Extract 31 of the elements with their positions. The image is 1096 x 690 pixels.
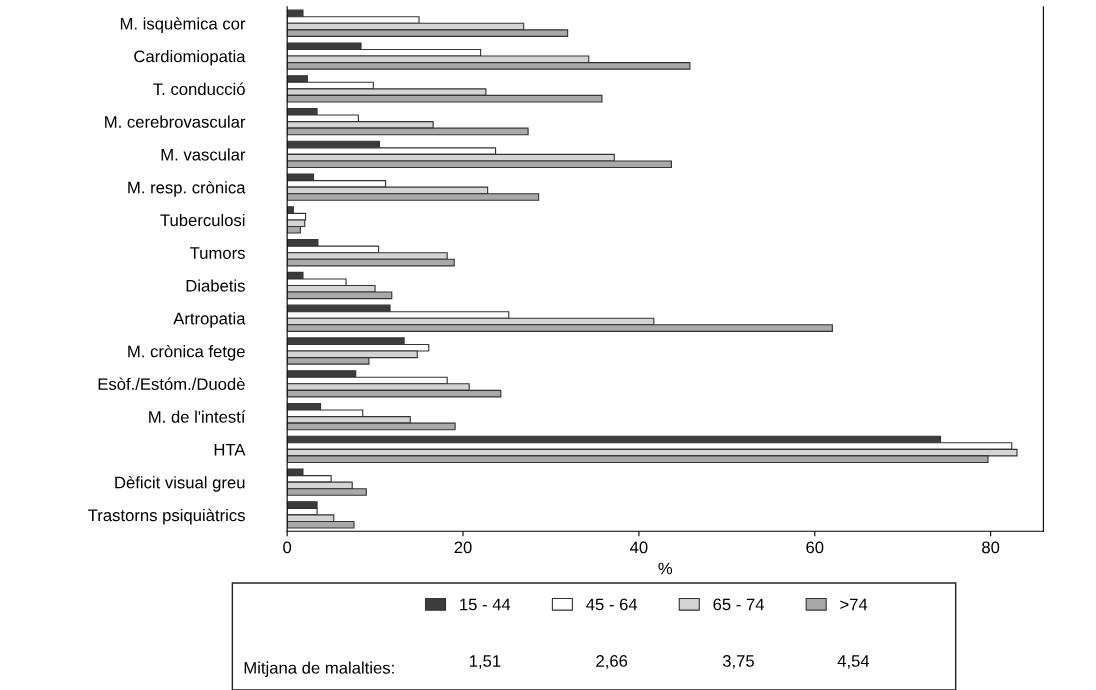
y-tick-label: M. isquèmica cor <box>120 17 246 33</box>
x-tick-label: 80 <box>982 541 1000 554</box>
legend-label: >74 <box>840 598 868 611</box>
text: 2,66 <box>596 655 628 669</box>
y-tick-label: T. conducció <box>153 82 245 96</box>
x-tick-label: 60 <box>806 541 824 554</box>
y-tick-label: Trastorns psiquiàtrics <box>88 508 245 525</box>
y-tick-label: M. cerebrovascular <box>105 115 246 128</box>
x-axis-title: % <box>658 562 673 575</box>
y-tick-label: Esòf./Estóm./Duodè <box>98 377 245 391</box>
y-tick-label: M. resp. crònica <box>128 181 246 197</box>
text: 3,75 <box>722 655 754 669</box>
y-tick-label: M. vascular <box>161 148 246 161</box>
text: 1,51 <box>469 655 501 669</box>
y-tick-label: Artropatia <box>173 312 246 328</box>
y-tick-label: M. de l'intestí <box>149 410 246 423</box>
y-tick-label: Dèficit visual greu <box>115 476 245 492</box>
y-tick-label: M. crònica fetge <box>128 344 245 361</box>
x-tick-label: 0 <box>283 541 292 554</box>
y-tick-label: HTA <box>214 443 246 456</box>
y-tick-label: Tuberculosi <box>160 213 245 227</box>
legend-label: 45 - 64 <box>586 598 638 611</box>
legend-label: 65 - 74 <box>713 598 765 611</box>
x-tick-label: 40 <box>630 541 648 554</box>
text: Mitjana de malalties: <box>244 661 394 678</box>
x-tick-label: 20 <box>454 541 472 554</box>
text: 4,54 <box>837 655 870 669</box>
y-tick-label: Tumors <box>190 247 245 259</box>
y-tick-label: Cardiomiopatia <box>134 50 246 66</box>
y-tick-label: Diabetis <box>186 279 245 292</box>
legend-label: 15 - 44 <box>460 598 511 611</box>
